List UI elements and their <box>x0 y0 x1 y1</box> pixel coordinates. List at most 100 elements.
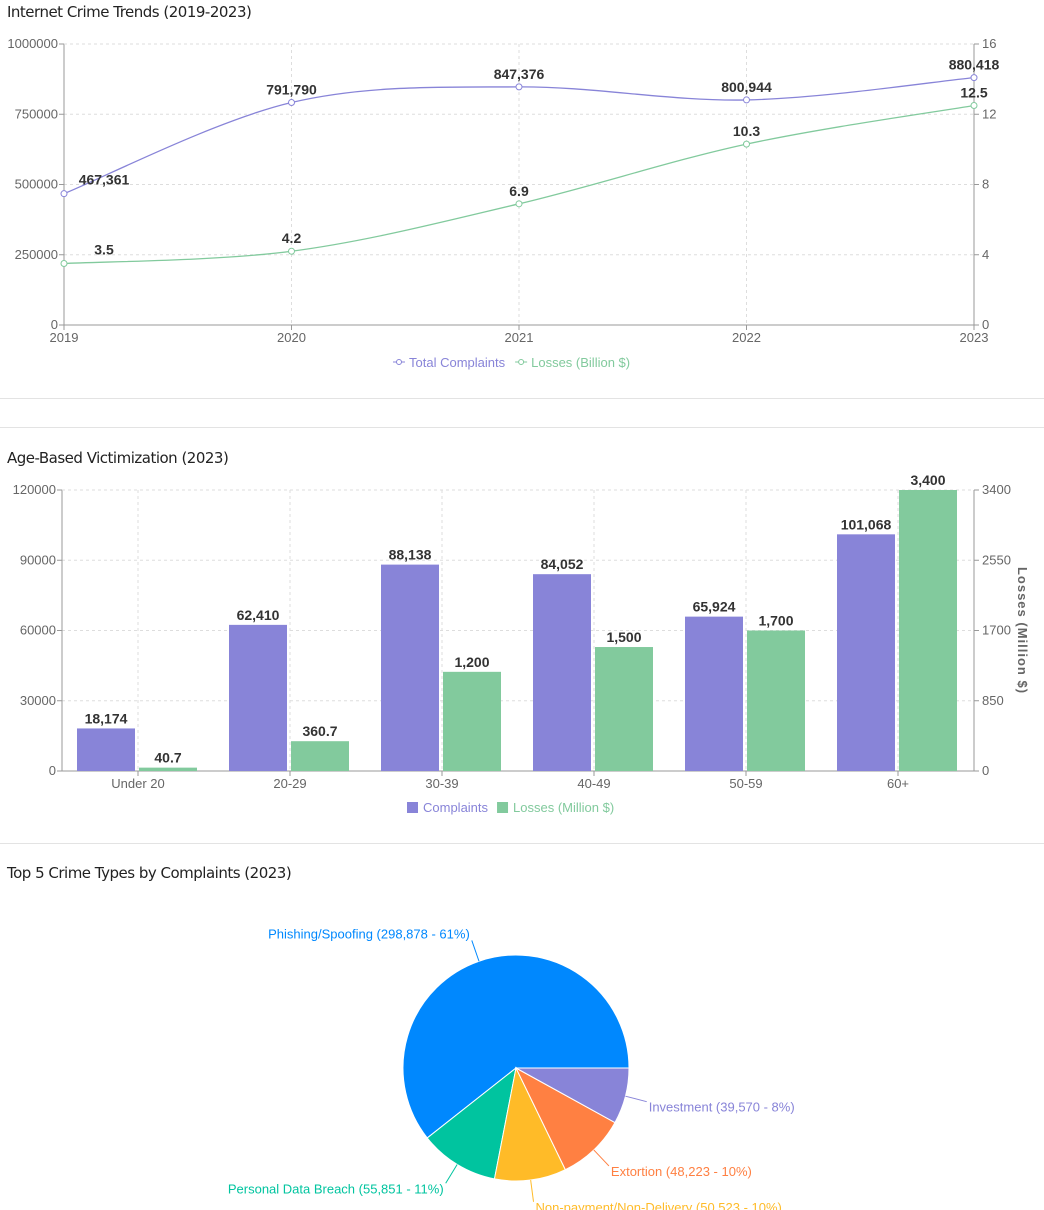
legend-label: Total Complaints <box>409 355 506 370</box>
divider <box>0 427 1044 428</box>
bar <box>533 574 591 771</box>
bar-chart: 0 30000 60000 90000 120000 0 850 1700 2550 3400 Un… <box>13 472 1030 815</box>
slice-label: Phishing/Spoofing (298,878 - 61%) <box>268 926 470 941</box>
legend-label: Losses (Million $) <box>513 800 614 815</box>
right-axis-tick-label: 12 <box>982 106 996 121</box>
data-point <box>60 260 68 268</box>
data-label: 62,410 <box>237 607 280 623</box>
bar <box>139 767 197 771</box>
slice-label: Non-payment/Non-Delivery (50,523 - 10%) <box>536 1200 782 1210</box>
right-axis-tick-label: 0 <box>982 317 989 332</box>
right-axis-tick-label: 16 <box>982 36 996 51</box>
right-axis-tick-label: 3400 <box>982 482 1011 497</box>
data-label: 10.3 <box>733 123 760 139</box>
right-axis-tick-label: 0 <box>982 763 989 778</box>
x-axis-tick-label: 2020 <box>277 330 306 345</box>
x-axis-tick-label: 60+ <box>887 776 909 791</box>
x-axis-tick-label: 2021 <box>505 330 534 345</box>
x-axis-tick-label: 50-59 <box>729 776 762 791</box>
x-axis-tick-label: 2019 <box>50 330 79 345</box>
x-axis-tick-label: 2022 <box>732 330 761 345</box>
x-axis-tick-label: 2023 <box>960 330 989 345</box>
data-label: 84,052 <box>541 556 584 572</box>
left-axis-tick-label: 30000 <box>20 693 56 708</box>
data-label: 101,068 <box>841 516 892 532</box>
left-axis-tick-label: 60000 <box>20 623 56 638</box>
data-point <box>288 247 295 255</box>
right-axis-tick-label: 1700 <box>982 623 1011 638</box>
left-axis-tick-label: 0 <box>49 763 56 778</box>
legend-icon <box>518 359 525 365</box>
label-leader-line <box>625 1095 647 1103</box>
bar <box>837 534 895 771</box>
data-label: 360.7 <box>302 723 337 739</box>
left-axis-tick-label: 250000 <box>15 247 58 262</box>
legend-label: Losses (Billion $) <box>531 355 630 370</box>
line-chart-title: Internet Crime Trends (2019-2023) <box>7 3 252 21</box>
bar <box>229 624 287 771</box>
data-label: 880,418 <box>949 57 1000 73</box>
data-label: 88,138 <box>389 547 432 563</box>
legend-icon <box>407 802 418 813</box>
bar <box>443 671 501 771</box>
left-axis-tick-label: 750000 <box>15 106 58 121</box>
bar <box>747 630 805 771</box>
data-point <box>743 140 750 148</box>
bar <box>381 564 439 771</box>
left-axis-tick-label: 120000 <box>13 482 56 497</box>
left-axis-tick-label: 0 <box>51 317 58 332</box>
data-label: 1,500 <box>606 629 641 645</box>
data-label: 791,790 <box>266 82 317 98</box>
pie-slice <box>402 954 630 1139</box>
data-label: 18,174 <box>85 710 128 726</box>
bar <box>685 616 743 771</box>
data-point <box>743 96 750 104</box>
data-point <box>515 200 523 208</box>
data-label: 467,361 <box>79 172 130 188</box>
data-point <box>970 74 978 82</box>
label-leader-line <box>530 1179 535 1202</box>
data-point <box>515 83 523 91</box>
slice-label: Investment (39,570 - 8%) <box>649 1100 795 1115</box>
label-leader-line <box>445 1164 458 1184</box>
bar-chart-title: Age-Based Victimization (2023) <box>7 449 229 467</box>
x-axis-tick-label: 20-29 <box>273 776 306 791</box>
bar <box>899 490 957 771</box>
label-leader-line <box>593 1149 610 1167</box>
bar <box>595 647 653 771</box>
slice-label: Personal Data Breach (55,851 - 11%) <box>228 1181 444 1196</box>
data-label: 1,700 <box>758 613 793 629</box>
data-label: 3.5 <box>94 242 114 258</box>
pie-chart-title: Top 5 Crime Types by Complaints (2023) <box>7 864 292 882</box>
data-label: 847,376 <box>494 66 545 82</box>
x-axis-tick-label: 40-49 <box>577 776 610 791</box>
line-chart: 0 250000 500000 750000 1000000 0 4 8 12 16 2019 202… <box>7 36 1000 370</box>
legend-icon <box>396 359 402 365</box>
legend-icon <box>497 802 509 813</box>
right-axis-tick-label: 4 <box>982 247 989 262</box>
data-point <box>970 101 978 109</box>
slice-label: Extortion (48,223 - 10%) <box>611 1164 752 1179</box>
right-axis-tick-label: 2550 <box>982 552 1011 567</box>
right-axis-tick-label: 8 <box>982 177 989 192</box>
x-axis-tick-label: 30-39 <box>425 776 458 791</box>
legend-label: Complaints <box>423 800 489 815</box>
data-label: 6.9 <box>509 183 529 199</box>
data-label: 65,924 <box>693 599 736 615</box>
data-label: 4.2 <box>282 230 302 246</box>
label-leader-line <box>471 940 480 962</box>
data-label: 1,200 <box>454 654 489 670</box>
data-point <box>60 190 68 198</box>
data-label: 800,944 <box>721 79 772 95</box>
divider <box>0 843 1044 844</box>
pie-chart: Phishing/Spoofing (298,878 - 61%) Persona… <box>228 926 795 1210</box>
divider <box>0 398 1044 399</box>
data-label: 40.7 <box>154 750 181 766</box>
pie-slice <box>493 1066 567 1182</box>
right-axis-tick-label: 850 <box>982 693 1004 708</box>
bar <box>291 741 349 771</box>
left-axis-tick-label: 1000000 <box>7 36 58 51</box>
bar <box>77 728 135 771</box>
left-axis-tick-label: 90000 <box>20 552 56 567</box>
x-axis-tick-label: Under 20 <box>111 776 164 791</box>
